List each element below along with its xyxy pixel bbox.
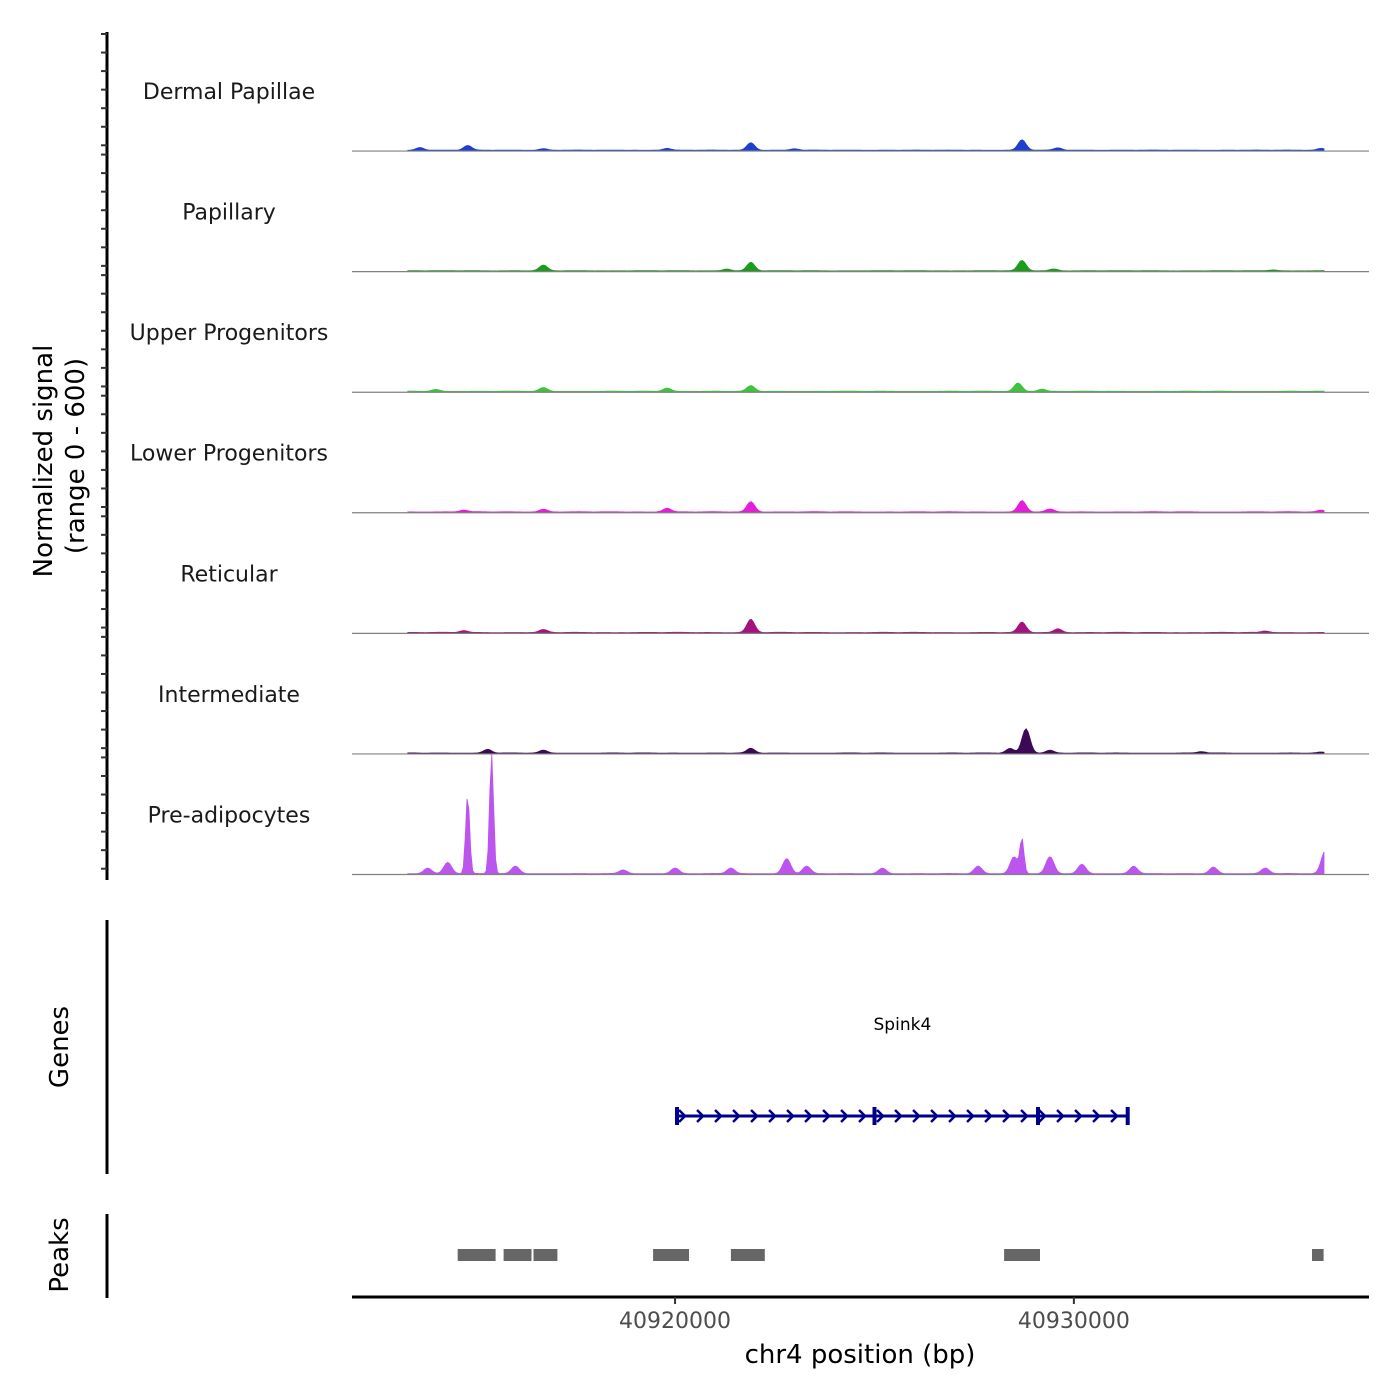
coverage-y-axis (101, 32, 109, 880)
genes-track-title: Genes (45, 1006, 75, 1088)
peaks-track-title: Peaks (45, 1217, 75, 1292)
exon-mark (1125, 1107, 1130, 1125)
strand-arrow (912, 1109, 921, 1123)
strand-arrow (930, 1109, 939, 1123)
exon-mark (1036, 1107, 1040, 1125)
strand-arrow (894, 1109, 903, 1123)
track-label: Papillary (182, 201, 276, 226)
exon-mark (872, 1107, 877, 1125)
strand-arrow (768, 1109, 777, 1123)
coverage-area (407, 618, 1325, 634)
strand-arrow (696, 1109, 705, 1123)
peak-region (503, 1249, 532, 1261)
peak-region (1312, 1249, 1324, 1261)
peak-region (730, 1249, 765, 1261)
peak-region (457, 1249, 496, 1261)
coverage-tracks: Dermal Papillae Papillary Upper Progenitor… (130, 80, 1369, 876)
strand-arrow (750, 1109, 759, 1123)
strand-arrow (1056, 1109, 1065, 1123)
peak-region (533, 1249, 558, 1261)
strand-arrow (966, 1109, 975, 1123)
strand-arrow (858, 1109, 867, 1123)
strand-arrow (1038, 1109, 1047, 1123)
strand-arrow (840, 1109, 849, 1123)
strand-arrow (1020, 1109, 1029, 1123)
track-label: Intermediate (158, 683, 300, 708)
gene-label: Spink4 (874, 1015, 932, 1035)
strand-arrow (948, 1109, 957, 1123)
x-axis-title: chr4 position (bp) (745, 1340, 976, 1370)
track-label: Lower Progenitors (130, 442, 328, 467)
y-axis-title-line2: (range 0 - 600) (61, 358, 91, 554)
peaks-track (457, 1249, 1324, 1261)
strand-arrow (804, 1109, 813, 1123)
coverage-area (407, 500, 1325, 513)
track-label: Reticular (180, 562, 278, 587)
track-label: Pre-adipocytes (148, 803, 311, 828)
y-axis-title-line1: Normalized signal (29, 345, 59, 578)
strand-arrow (876, 1109, 885, 1123)
track-label: Upper Progenitors (130, 321, 329, 346)
strand-arrow (786, 1109, 795, 1123)
strand-arrow (1074, 1109, 1083, 1123)
peak-region (1004, 1249, 1040, 1261)
peak-region (653, 1249, 689, 1261)
strand-arrow (732, 1109, 741, 1123)
coverage-area (407, 382, 1325, 393)
strand-arrow (678, 1109, 687, 1123)
x-tick-label: 40920000 (619, 1309, 731, 1334)
strand-arrow (1092, 1109, 1101, 1123)
strand-arrow (1002, 1109, 1011, 1123)
exon-mark (675, 1107, 679, 1125)
strand-arrow (1110, 1109, 1119, 1123)
coverage-area (407, 728, 1325, 754)
coverage-area (407, 754, 1325, 875)
genes-track: Spink4 (675, 1015, 1130, 1125)
track-label: Dermal Papillae (143, 80, 315, 105)
x-axis: 40920000 40930000 (619, 1297, 1130, 1334)
strand-arrow (714, 1109, 723, 1123)
strand-arrow (984, 1109, 993, 1123)
coverage-area (407, 139, 1325, 151)
coverage-area (407, 259, 1325, 272)
strand-arrow (822, 1109, 831, 1123)
x-tick-label: 40930000 (1018, 1309, 1130, 1334)
